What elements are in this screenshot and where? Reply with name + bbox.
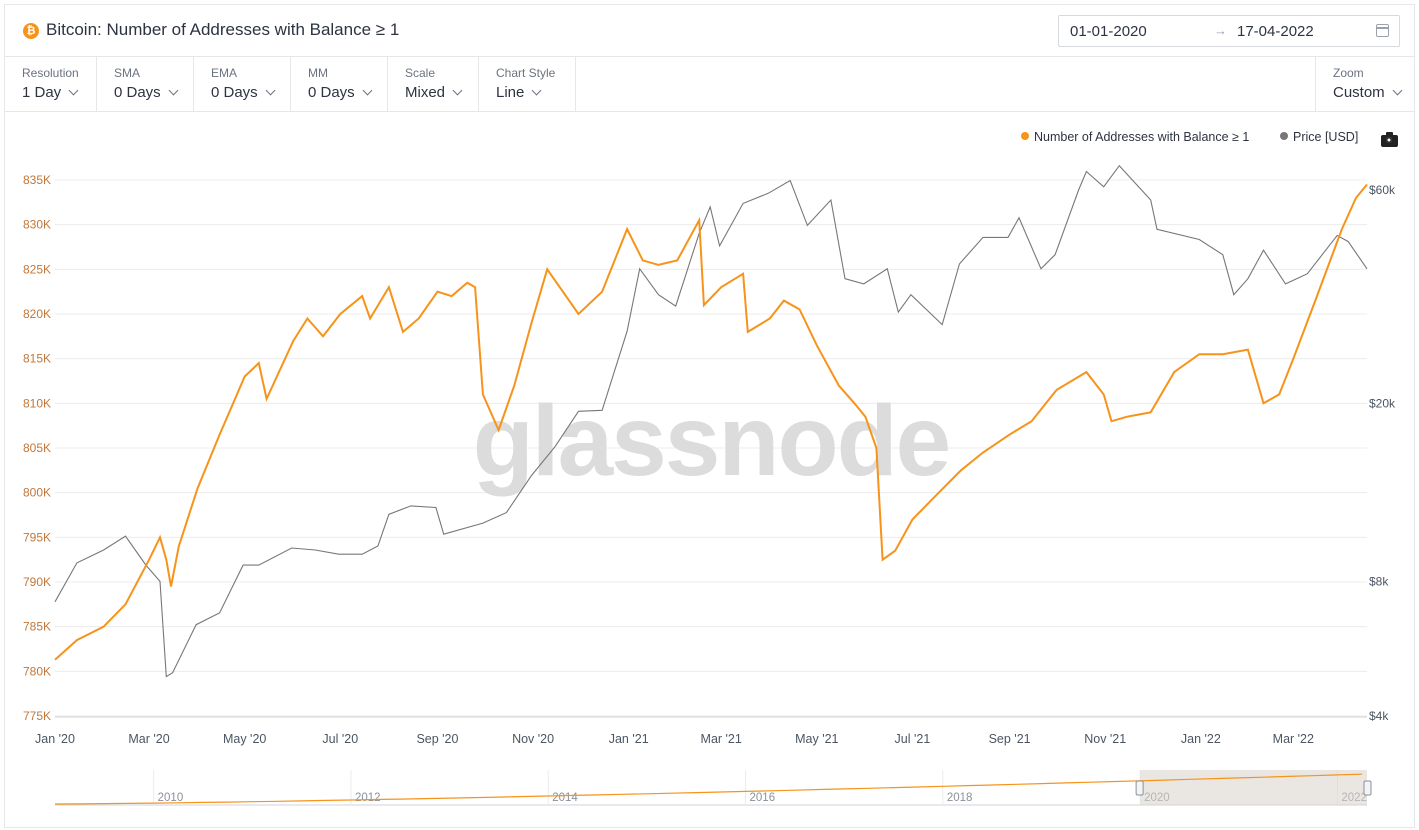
x-tick-label: Sep '21 xyxy=(989,732,1031,746)
zoom-select[interactable]: Zoom Custom xyxy=(1315,57,1416,112)
y-tick-label-right: $60k xyxy=(1369,183,1396,197)
sma-label: SMA xyxy=(114,66,141,80)
y-tick-label-left: 820K xyxy=(23,307,51,321)
ema-label: EMA xyxy=(211,66,238,80)
x-tick-label: Mar '20 xyxy=(128,732,169,746)
ema-select[interactable]: EMA 0 Days xyxy=(194,57,291,112)
calendar-icon[interactable] xyxy=(1376,24,1389,37)
chart-grid xyxy=(55,179,1367,717)
x-tick-label: Jul '20 xyxy=(322,732,358,746)
x-tick-label: Jan '21 xyxy=(609,732,649,746)
x-tick-label: Mar '22 xyxy=(1273,732,1314,746)
x-tick-label: Jan '22 xyxy=(1181,732,1221,746)
legend-label-addresses: Number of Addresses with Balance ≥ 1 xyxy=(1034,130,1250,144)
chart-style-label: Chart Style xyxy=(496,66,556,80)
arrow-right-icon: → xyxy=(1214,23,1227,38)
legend-item-addresses[interactable]: Number of Addresses with Balance ≥ 1 xyxy=(1021,130,1249,144)
navigator: 2010201220142016201820202022 xyxy=(54,770,1372,806)
x-tick-label: Nov '21 xyxy=(1084,732,1126,746)
legend-swatch-addresses xyxy=(1021,132,1029,140)
scale-label: Scale xyxy=(405,66,436,80)
navigator-tick-label: 2012 xyxy=(355,792,381,804)
y-tick-label-left: 830K xyxy=(23,218,51,232)
navigator-handle-right[interactable] xyxy=(1363,780,1372,796)
zoom-label: Zoom xyxy=(1333,66,1364,80)
x-tick-label: Mar '21 xyxy=(701,732,742,746)
navigator-tick-label: 2018 xyxy=(947,792,973,804)
mm-select[interactable]: MM 0 Days xyxy=(291,57,388,112)
navigator-tick-label: 2016 xyxy=(750,792,776,804)
ema-value[interactable]: 0 Days xyxy=(211,84,276,101)
zoom-value[interactable]: Custom xyxy=(1333,84,1403,101)
legend-item-price[interactable]: Price [USD] xyxy=(1280,130,1358,144)
chart-controls: Resolution 1 Day SMA 0 Days EMA 0 Days M… xyxy=(5,57,1414,112)
y-tick-label-right: $20k xyxy=(1369,396,1396,410)
y-tick-label-right: $8k xyxy=(1369,574,1389,588)
navigator-handle-left[interactable] xyxy=(1135,780,1144,796)
legend-label-price: Price [USD] xyxy=(1293,130,1359,144)
y-axis-right: $4k $8k $20k $60k xyxy=(1369,183,1396,723)
y-tick-label-left: 835K xyxy=(23,173,51,187)
page-title: Bitcoin: Number of Addresses with Balanc… xyxy=(46,20,400,39)
scale-select[interactable]: Scale Mixed xyxy=(388,57,479,112)
x-tick-label: Jan '20 xyxy=(35,732,75,746)
series-line-addresses xyxy=(54,183,1368,661)
x-tick-label: May '20 xyxy=(223,732,266,746)
chart-style-select[interactable]: Chart Style Line xyxy=(479,57,576,112)
camera-icon[interactable] xyxy=(1381,132,1398,147)
y-tick-label-left: 815K xyxy=(23,352,51,366)
y-tick-label-right: $4k xyxy=(1369,709,1389,723)
chart-panel: ₿ Bitcoin: Number of Addresses with Bala… xyxy=(4,4,1415,828)
x-tick-label: Sep '20 xyxy=(416,732,458,746)
legend-swatch-price xyxy=(1280,132,1288,140)
resolution-value[interactable]: 1 Day xyxy=(22,84,79,101)
mm-value[interactable]: 0 Days xyxy=(308,84,373,101)
bitcoin-icon: ₿ xyxy=(23,23,39,39)
watermark: glassnode xyxy=(473,385,950,497)
y-tick-label-left: 790K xyxy=(23,575,51,589)
date-start-input[interactable]: 01-01-2020 xyxy=(1070,23,1147,40)
mm-label: MM xyxy=(308,66,328,80)
sma-value[interactable]: 0 Days xyxy=(114,84,179,101)
x-tick-label: Jul '21 xyxy=(895,732,931,746)
navigator-tick-label: 2014 xyxy=(552,792,578,804)
date-end-input[interactable]: 17-04-2022 xyxy=(1237,23,1314,40)
navigator-tick-label: 2010 xyxy=(158,792,184,804)
y-tick-label-left: 785K xyxy=(23,620,51,634)
x-tick-label: Nov '20 xyxy=(512,732,554,746)
navigator-series-line xyxy=(54,773,1363,805)
title-bar: ₿ Bitcoin: Number of Addresses with Bala… xyxy=(5,5,1414,57)
y-axis-left: 775K 780K 785K 790K 795K 800K 805K 810K 815K 820K… xyxy=(23,173,51,723)
chart-svg: glassnode 775K 780K 785K 790K 795K 800K 805K 81… xyxy=(23,164,1396,806)
resolution-label: Resolution xyxy=(22,66,79,80)
scale-value[interactable]: Mixed xyxy=(405,84,463,101)
date-range-picker[interactable]: 01-01-2020 → 17-04-2022 xyxy=(1058,15,1400,47)
y-tick-label-left: 780K xyxy=(23,664,51,678)
navigator-selection[interactable] xyxy=(1140,770,1367,805)
y-tick-label-left: 775K xyxy=(23,709,51,723)
x-axis: Jan '20 Mar '20 May '20 Jul '20 Sep '20 Nov '… xyxy=(35,716,1367,746)
y-tick-label-left: 810K xyxy=(23,396,51,410)
resolution-select[interactable]: Resolution 1 Day xyxy=(5,57,97,112)
y-tick-label-left: 825K xyxy=(23,262,51,276)
series-line-price xyxy=(54,164,1368,678)
chart-style-value[interactable]: Line xyxy=(496,84,542,101)
y-tick-label-left: 800K xyxy=(23,486,51,500)
sma-select[interactable]: SMA 0 Days xyxy=(97,57,194,112)
y-tick-label-left: 795K xyxy=(23,530,51,544)
y-tick-label-left: 805K xyxy=(23,441,51,455)
x-tick-label: May '21 xyxy=(795,732,838,746)
